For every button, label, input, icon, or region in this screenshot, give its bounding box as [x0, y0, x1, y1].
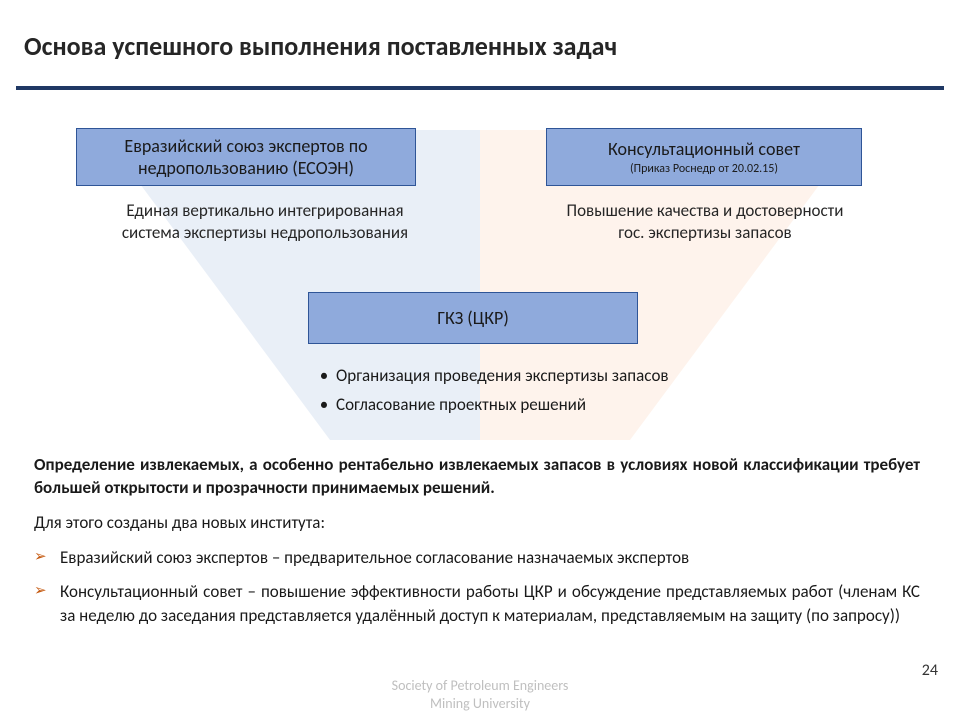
footer-line-2: Mining University	[0, 695, 960, 713]
bullet-dot-icon: •	[312, 394, 336, 417]
page-title: Основа успешного выполнения поставленных…	[24, 30, 617, 62]
plain-paragraph: Для этого созданы два новых института:	[34, 512, 920, 535]
center-bullet-1: • Организация проведения экспертизы запа…	[312, 365, 852, 388]
box-left-line2: недропользованию (ЕСОЭН)	[87, 157, 405, 180]
box-right-sub: (Приказ Роснедр от 20.02.15)	[557, 162, 851, 176]
box-center-label: ГКЗ (ЦКР)	[319, 307, 627, 330]
arrow-item-1-text: Евразийский союз экспертов – предварител…	[60, 546, 920, 570]
title-rule	[16, 86, 944, 90]
bold-paragraph: Определение извлекаемых, а особенно рент…	[34, 454, 920, 500]
bullet-dot-icon: •	[312, 365, 336, 388]
arrow-icon: ➢	[34, 580, 60, 628]
footer: Society of Petroleum Engineers Mining Un…	[0, 677, 960, 712]
box-center: ГКЗ (ЦКР)	[308, 292, 638, 344]
arrow-item-1: ➢ Евразийский союз экспертов – предварит…	[34, 546, 920, 570]
arrow-item-2: ➢ Консультационный совет – повышение эфф…	[34, 580, 920, 628]
center-bullet-2: • Согласование проектных решений	[312, 394, 852, 417]
center-bullet-1-text: Организация проведения экспертизы запасо…	[336, 365, 852, 388]
mid-right-text: Повышение качества и достоверности гос. …	[560, 200, 850, 244]
center-bullet-2-text: Согласование проектных решений	[336, 394, 852, 417]
mid-left-text: Единая вертикально интегрированная систе…	[120, 200, 410, 244]
box-right-main: Консультационный совет	[557, 138, 851, 161]
center-bullets: • Организация проведения экспертизы запа…	[312, 365, 852, 423]
footer-line-1: Society of Petroleum Engineers	[0, 677, 960, 695]
box-right: Консультационный совет (Приказ Роснедр о…	[546, 128, 862, 186]
box-left-line1: Евразийский союз экспертов по	[87, 135, 405, 158]
box-left: Евразийский союз экспертов по недропольз…	[76, 128, 416, 186]
arrow-item-2-text: Консультационный совет – повышение эффек…	[60, 580, 920, 628]
arrow-list: ➢ Евразийский союз экспертов – предварит…	[34, 546, 920, 637]
arrow-icon: ➢	[34, 546, 60, 570]
slide: Основа успешного выполнения поставленных…	[0, 0, 960, 720]
